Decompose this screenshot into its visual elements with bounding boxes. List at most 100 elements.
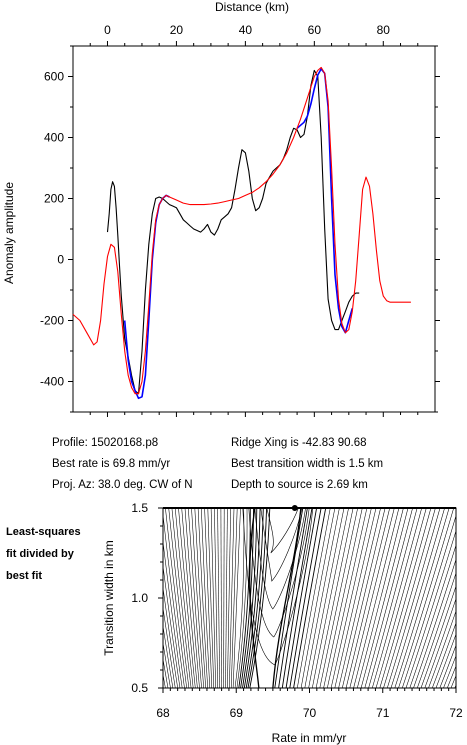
misfit-contour-left — [227, 508, 231, 688]
misfit-contour-right — [345, 508, 390, 688]
misfit-contour-left — [232, 508, 241, 688]
misfit-contour-left — [163, 512, 185, 688]
misfit-contour-left — [163, 564, 181, 688]
misfit-contour-left — [163, 624, 174, 688]
misfit-contour-right — [319, 508, 358, 688]
misfit-contour-left — [230, 508, 238, 688]
misfit-contour-left — [214, 508, 218, 688]
misfit-contour-left — [229, 508, 235, 688]
misfit-contour-left — [247, 508, 268, 688]
misfit-contour-left — [165, 508, 187, 688]
misfit-contour-right — [278, 508, 308, 688]
x-tick-label: 60 — [308, 23, 322, 37]
misfit-contour-right — [424, 597, 456, 688]
misfit-contour-right — [368, 508, 418, 688]
ridge-xing-text: Ridge Xing is -42.83 90.68 — [231, 437, 367, 449]
misfit-contour-left — [168, 508, 190, 688]
misfit-contour-left — [242, 508, 258, 688]
misfit-contour-right — [379, 508, 432, 688]
misfit-contour-right — [312, 508, 349, 688]
misfit-contour-right — [285, 508, 318, 688]
misfit-contour-chart: 68 69 70 71 72 1.5 1.0 0.5 Rate in mm/yr Transi… — [102, 501, 463, 745]
misfit-contour-right — [387, 508, 441, 688]
misfit-contour-right — [398, 508, 454, 688]
bottom-y-axis-label: Transition width in km — [102, 540, 116, 656]
misfit-contour-right — [274, 508, 304, 688]
misfit-contour-right — [360, 508, 409, 688]
y-tick-label: 0 — [57, 253, 64, 267]
misfit-contour-right — [281, 508, 313, 688]
bottom-x-axis-label: Rate in mm/yr — [272, 731, 347, 745]
y-tick-label: -200 — [40, 314, 64, 328]
y-tick-label: -400 — [40, 375, 64, 389]
misfit-contour-right — [304, 508, 340, 688]
misfit-contour-left — [163, 585, 178, 688]
misfit-contour-bold-left — [249, 508, 260, 688]
misfit-contour-right — [338, 508, 381, 688]
width-tick-label: 1.0 — [131, 591, 148, 605]
misfit-contour-right — [297, 508, 331, 688]
misfit-contour-right — [300, 508, 336, 688]
y-tick-label: 600 — [44, 70, 64, 84]
misfit-contour-right — [409, 544, 456, 688]
y-tick-label: 400 — [44, 131, 64, 145]
misfit-contour-left — [204, 508, 213, 688]
misfit-contour-valley — [266, 508, 299, 554]
misfit-contour-left — [245, 508, 264, 688]
misfit-contour-right — [428, 610, 456, 688]
misfit-contour-left — [191, 508, 204, 688]
side-label-line-1: Least-squares — [6, 526, 81, 538]
rate-tick-label: 68 — [156, 706, 170, 720]
misfit-contour-right — [420, 585, 456, 688]
misfit-contour-left — [217, 508, 220, 688]
best-width-text: Best transition width is 1.5 km — [231, 458, 384, 470]
misfit-contour-right — [413, 558, 456, 688]
anomaly-profile-chart: Distance (km) Anomaly amplitude 0 20 40 60 8… — [2, 0, 440, 417]
misfit-contour-left — [197, 508, 208, 688]
misfit-contour-right — [323, 508, 363, 688]
misfit-contour-right — [330, 508, 372, 688]
misfit-contour-right — [334, 508, 377, 688]
misfit-contour-left — [243, 508, 261, 688]
misfit-contour-right — [293, 508, 327, 688]
misfit-contour-left — [188, 508, 202, 688]
misfit-contour-right — [357, 508, 404, 688]
misfit-contour-left — [163, 641, 171, 688]
best-rate-text: Best rate is 69.8 mm/yr — [52, 458, 171, 470]
misfit-contour-left — [163, 606, 176, 688]
misfit-contour-right — [450, 674, 456, 688]
misfit-contour-valley — [260, 508, 303, 582]
rate-tick-label: 72 — [449, 706, 463, 720]
misfit-contour-left — [181, 508, 198, 688]
misfit-contour-left — [163, 539, 183, 688]
misfit-contour-left — [225, 508, 228, 688]
misfit-contour-right — [443, 654, 456, 688]
observed-profile-line — [106, 69, 360, 395]
model-profile-line — [72, 66, 411, 395]
proj-az-text: Proj. Az: 38.0 deg. CW of N — [52, 479, 193, 491]
misfit-contour-right — [289, 508, 322, 688]
misfit-contour-right — [447, 665, 456, 688]
top-x-axis-label: Distance (km) — [215, 0, 289, 14]
misfit-contour-right — [417, 572, 456, 688]
misfit-contour-right — [439, 644, 456, 688]
rate-tick-label: 71 — [376, 706, 390, 720]
rate-tick-label: 70 — [303, 706, 317, 720]
misfit-contour-left — [174, 508, 194, 688]
misfit-contour-bold-right — [272, 508, 302, 688]
misfit-contour-right — [372, 508, 422, 688]
depth-text: Depth to source is 2.69 km — [231, 479, 368, 491]
misfit-contour-right — [390, 508, 445, 688]
rate-tick-label: 69 — [230, 706, 244, 720]
misfit-contour-left — [238, 508, 251, 688]
misfit-contour-right — [394, 508, 450, 688]
misfit-contour-left — [210, 508, 216, 688]
misfit-contour-left — [249, 508, 271, 688]
misfit-contour-left — [220, 508, 222, 688]
misfit-contour-right — [405, 529, 456, 688]
misfit-contour-valley — [254, 508, 306, 610]
x-tick-label: 80 — [377, 23, 391, 37]
top-y-axis-label: Anomaly amplitude — [2, 182, 16, 284]
best-fit-segment-line — [123, 68, 354, 400]
